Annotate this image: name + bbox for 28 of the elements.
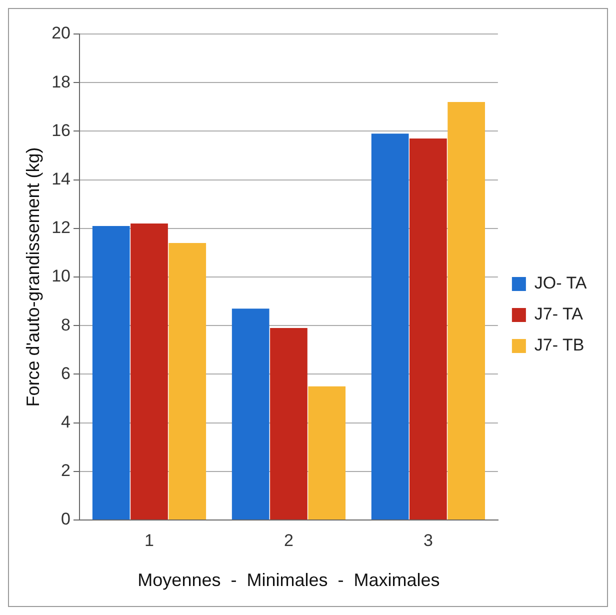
x-tick-label: 3 — [423, 530, 433, 550]
bar — [232, 308, 270, 520]
bar — [92, 226, 130, 520]
y-tick-label: 4 — [61, 412, 71, 432]
legend-label: J7- TB — [534, 336, 584, 355]
y-tick-label: 18 — [52, 72, 71, 92]
bar — [371, 134, 409, 520]
bar — [270, 328, 308, 520]
y-tick-label: 14 — [52, 169, 71, 188]
x-tick-label: 1 — [144, 530, 154, 550]
legend-label: J7- TA — [534, 304, 584, 324]
bar — [410, 138, 447, 520]
bar — [168, 242, 206, 520]
y-tick-label: 16 — [52, 120, 71, 140]
y-tick-label: 20 — [52, 24, 71, 43]
y-tick-label: 0 — [61, 510, 71, 529]
y-tick-label: 8 — [61, 315, 71, 334]
y-tick-label: 12 — [52, 218, 71, 238]
y-tick-label: 6 — [61, 364, 71, 383]
legend-label: JO- TA — [534, 274, 588, 293]
bar — [130, 224, 168, 520]
y-tick-label: 2 — [61, 461, 71, 480]
y-tick-label: 10 — [52, 266, 71, 286]
bar — [308, 386, 346, 520]
bar — [448, 102, 485, 520]
x-tick-label: 2 — [284, 530, 294, 550]
x-axis-title: Moyennes - Minimales - Maximales — [138, 570, 440, 590]
y-axis-title: Force d'auto-grandissement (kg) — [22, 147, 43, 407]
